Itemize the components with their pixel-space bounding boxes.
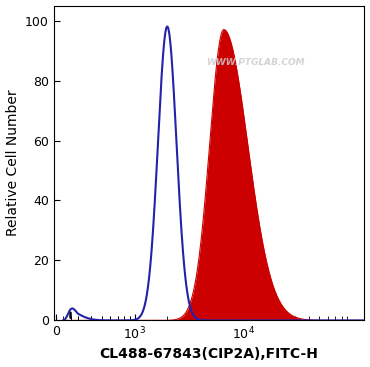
- Text: WWW.PTGLAB.COM: WWW.PTGLAB.COM: [206, 58, 305, 67]
- Y-axis label: Relative Cell Number: Relative Cell Number: [6, 90, 20, 236]
- X-axis label: CL488-67843(CIP2A),FITC-H: CL488-67843(CIP2A),FITC-H: [100, 348, 319, 361]
